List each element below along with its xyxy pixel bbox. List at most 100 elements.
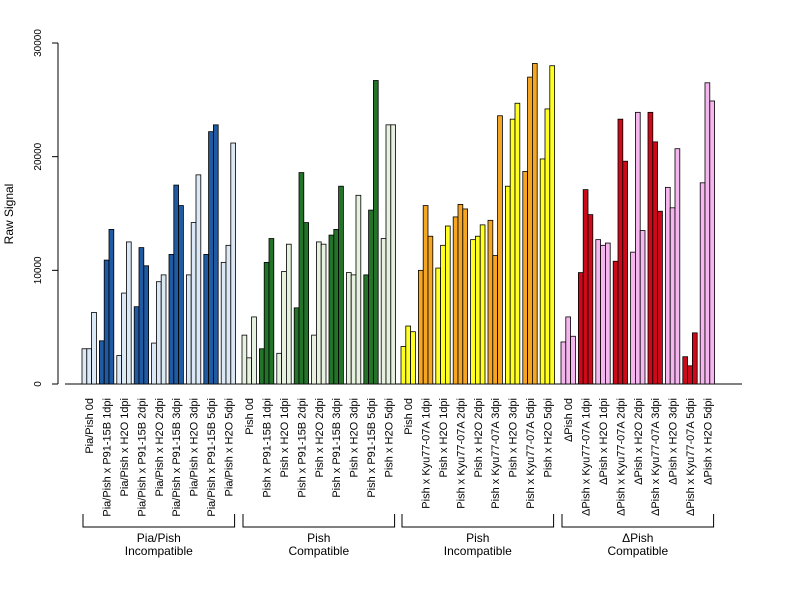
category-label: Pish x Kyu77-07A 1dpi [421,398,433,509]
category-label: Pish x H2O 5dpi [383,398,395,477]
bar [605,242,611,385]
bar [647,111,654,385]
bar [320,243,327,385]
bar [99,340,105,385]
bar [549,65,555,385]
bar [704,82,711,385]
bar [462,208,468,385]
bar [622,160,628,385]
bar [509,118,516,385]
category-label: Pish x H2O 2dpi [473,398,485,477]
bar [522,171,528,385]
bar [417,269,424,385]
category-label: ΔPish x Kyu77-07A 2dpi [615,398,627,516]
category-label: Pia/Pish 0d [84,398,96,454]
category-label: ΔPish x Kyu77-07A 5dpi [685,398,697,516]
bar [682,356,688,385]
bar [405,325,411,385]
category-label: Pia/Pish x P91-15B 1dpi [102,398,114,517]
bar [390,124,396,385]
bar [138,247,145,385]
bar [544,108,551,385]
bar [474,235,481,385]
bar [617,118,624,385]
bar [479,224,486,385]
bar [168,254,175,385]
bar [587,214,594,385]
bar [709,100,715,385]
bar [368,209,374,385]
bar [657,210,663,385]
bar [173,184,180,385]
bar [532,63,538,385]
group-bracket [242,514,396,528]
bar [504,185,511,385]
bar [487,219,494,385]
category-label: ΔPish x H2O 1dpi [598,398,610,485]
bar [363,274,369,385]
category-label: Pish x P91-15B 3dpi [331,398,343,498]
bar [635,111,641,385]
bar [565,316,571,385]
group-label-line2: Compatible [288,544,349,558]
group-label-line2: Incompatible [444,544,512,558]
bar [492,255,498,385]
bar [514,102,521,385]
bar [160,274,167,385]
bar [212,124,219,385]
group-label-line1: Pish [307,531,330,545]
category-label: Pia/Pish x P91-15B 5dpi [206,398,218,517]
bar [692,332,698,385]
bar [674,148,681,385]
category-label: Pia/Pish x H2O 2dpi [154,398,166,496]
bar [268,238,275,385]
y-tick-label: 0 [33,381,44,387]
bar [440,244,446,385]
bar [578,272,584,385]
category-label: Pish 0d [403,398,415,435]
bar [311,334,317,385]
bar [143,265,150,385]
category-label: Pia/Pish x H2O 5dpi [223,398,235,496]
bar [355,194,362,385]
bar [600,244,606,385]
category-label: Pish x P91-15B 5dpi [366,398,378,498]
bar [126,241,132,385]
bar [669,207,676,385]
group-label-line2: Compatible [607,544,668,558]
bar [263,261,270,385]
category-label: ΔPish x H2O 5dpi [702,398,714,485]
category-label: Pia/Pish x H2O 1dpi [119,398,131,496]
category-label: Pish x P91-15B 1dpi [262,398,274,498]
bar [652,141,658,385]
bar [470,239,476,385]
bar [285,243,292,385]
bar [427,235,434,385]
bar [91,311,97,385]
bar [372,80,379,385]
bar [385,124,392,385]
category-label: Pish x H2O 1dpi [438,398,450,477]
bar [444,225,451,385]
bar [457,204,464,385]
category-label: ΔPish 0d [563,398,575,442]
category-label: ΔPish x H2O 3dpi [668,398,680,485]
bar [497,115,503,385]
bar [435,267,441,385]
bar [380,238,387,385]
group-bracket [401,514,555,528]
bar [303,222,309,385]
bar [276,352,282,385]
bar [687,365,693,385]
bar [582,189,589,385]
y-axis: 0 10000 20000 30000 [33,29,59,387]
bar [630,251,636,385]
group-label-line1: Pia/Pish [137,531,181,545]
bar [539,158,546,385]
bar [103,259,110,385]
bar [699,182,706,385]
bar [595,239,601,385]
bar [230,142,237,385]
bar [108,229,115,385]
